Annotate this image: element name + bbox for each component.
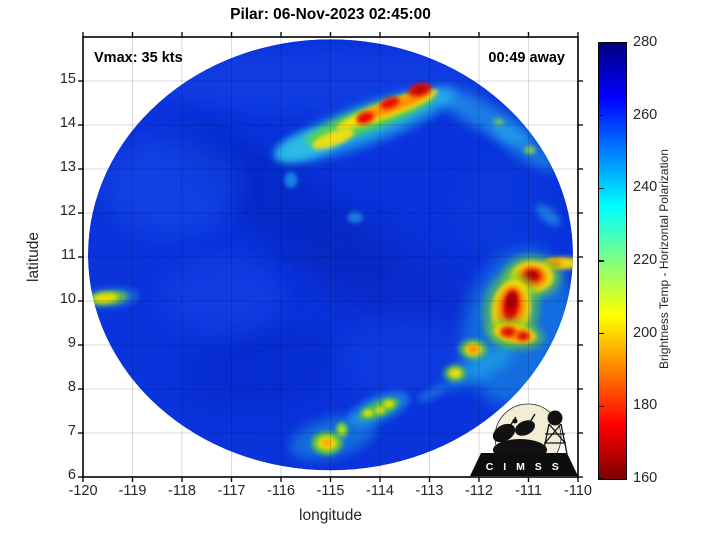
y-tick-label: 8	[67, 379, 76, 395]
x-tick-label: -120	[68, 483, 98, 499]
colorbar-tick-mark	[599, 115, 604, 117]
x-tick-label: -119	[118, 483, 147, 499]
plot-title: Pilar: 06-Nov-2023 02:45:00	[230, 6, 431, 23]
satellite-image	[78, 32, 583, 482]
y-tick-label: 15	[59, 71, 76, 87]
y-axis-label: latitude	[25, 232, 42, 282]
colorbar-tick-label: 240	[633, 179, 658, 196]
water-tower-tank	[547, 410, 563, 426]
logo-text: C I M S S	[486, 461, 562, 473]
grid-lines	[83, 37, 578, 477]
cimss-logo: C I M S S	[470, 403, 578, 476]
time-away-annotation: 00:49 away	[488, 50, 565, 66]
colorbar-tick-label: 160	[633, 470, 658, 486]
x-axis-label: longitude	[299, 507, 362, 524]
colorbar: 280 260 240 220 200 180 160	[598, 34, 657, 486]
y-tick-label: 13	[59, 159, 76, 175]
y-tick-label: 6	[67, 467, 76, 483]
x-tick-label: -114	[366, 483, 394, 499]
y-tick-label: 14	[59, 115, 76, 131]
x-tick-label: -115	[316, 483, 345, 499]
y-tick-label: 10	[59, 291, 76, 307]
y-tick-label: 7	[67, 423, 76, 439]
y-tick-label: 9	[67, 335, 76, 351]
colorbar-tick-mark	[599, 187, 604, 189]
water-tower-icon	[542, 423, 568, 455]
colorbar-tick-label: 280	[633, 34, 658, 50]
logo-banner	[470, 453, 578, 476]
plot-area: Vmax: 35 kts 00:49 away longitude C I M …	[60, 32, 592, 524]
satellite-swath	[87, 39, 574, 471]
colorbar-tick-mark	[599, 260, 604, 262]
x-tick-label: -118	[168, 483, 196, 499]
colorbar-tick-label: 260	[633, 106, 658, 123]
x-tick-label: -110	[564, 483, 592, 499]
colorbar-tick-mark	[599, 42, 604, 44]
colorbar-tick-label: 220	[633, 252, 658, 268]
x-tick-label: -117	[217, 483, 246, 499]
x-tick-label: -113	[415, 483, 444, 499]
y-tick-label: 11	[60, 247, 76, 263]
colorbar-tick-mark	[599, 333, 604, 335]
y-tick-label: 12	[59, 203, 76, 219]
axis-ticks	[78, 32, 583, 482]
colorbar-tick-mark	[599, 478, 604, 480]
colorbar-tick-label: 180	[633, 397, 658, 414]
x-tick-label: -112	[465, 483, 493, 499]
colorbar-tick-label: 200	[633, 324, 658, 341]
vmax-annotation: Vmax: 35 kts	[94, 50, 183, 66]
colorbar-tick-mark	[599, 405, 604, 407]
x-tick-label: -111	[515, 483, 542, 499]
x-tick-label: -116	[267, 483, 295, 499]
colorbar-label: Brightness Temp - Horizontal Polarizatio…	[657, 149, 671, 369]
